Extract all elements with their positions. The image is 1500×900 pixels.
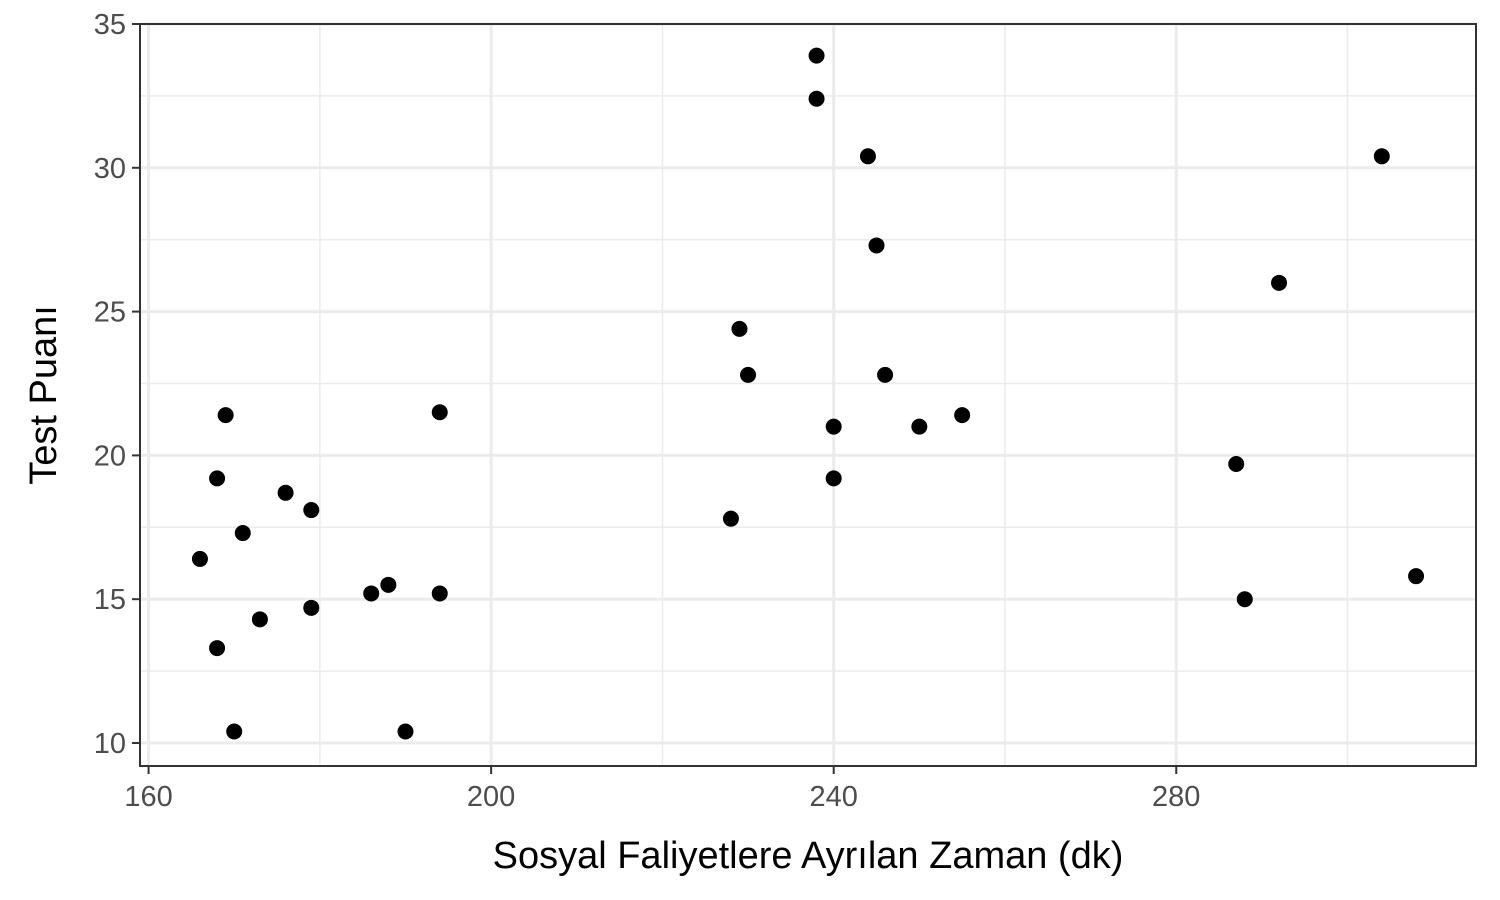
data-point	[1271, 274, 1288, 291]
x-tick-label: 280	[1152, 781, 1200, 813]
axis-ticks	[132, 23, 1178, 774]
x-tick-label: 240	[809, 781, 857, 813]
data-point	[431, 585, 448, 602]
data-point	[1228, 456, 1245, 473]
y-tick-label: 35	[94, 9, 126, 41]
data-point	[868, 237, 885, 254]
axis-tick-labels: 160 200 240 280 10 15 20 25 30 35	[94, 9, 1201, 813]
y-tick-label: 25	[94, 297, 126, 329]
y-tick-label: 15	[94, 584, 126, 616]
data-point	[234, 525, 251, 542]
data-point	[1408, 568, 1425, 585]
data-points	[191, 47, 1425, 740]
data-point	[859, 148, 876, 165]
data-point	[722, 510, 739, 527]
y-tick-label: 20	[94, 440, 126, 472]
data-point	[363, 585, 380, 602]
minor-gridlines	[140, 24, 1476, 766]
y-tick-label: 10	[94, 728, 126, 760]
data-point	[191, 550, 208, 567]
data-point	[1236, 591, 1253, 608]
data-point	[209, 470, 226, 487]
major-gridlines	[140, 22, 1476, 766]
data-point	[1373, 148, 1390, 165]
data-point	[277, 484, 294, 501]
data-point	[226, 723, 243, 740]
y-tick-label: 30	[94, 153, 126, 185]
data-point	[825, 418, 842, 435]
data-point	[911, 418, 928, 435]
data-point	[825, 470, 842, 487]
data-point	[808, 47, 825, 64]
panel-border	[139, 23, 1477, 767]
data-point	[431, 404, 448, 421]
data-point	[303, 502, 320, 519]
data-point	[209, 640, 226, 657]
data-point	[303, 599, 320, 616]
data-point	[954, 407, 971, 424]
data-point	[251, 611, 268, 628]
data-point	[877, 366, 894, 383]
data-point	[397, 723, 414, 740]
data-point	[731, 320, 748, 337]
x-axis-title: Sosyal Faliyetlere Ayrılan Zaman (dk)	[493, 835, 1124, 877]
x-tick-label: 200	[467, 781, 515, 813]
data-point	[808, 90, 825, 107]
data-point	[380, 576, 397, 593]
y-axis-title: Test Puanı	[23, 305, 65, 485]
x-tick-label: 160	[124, 781, 172, 813]
data-point	[740, 366, 757, 383]
data-point	[217, 407, 234, 424]
